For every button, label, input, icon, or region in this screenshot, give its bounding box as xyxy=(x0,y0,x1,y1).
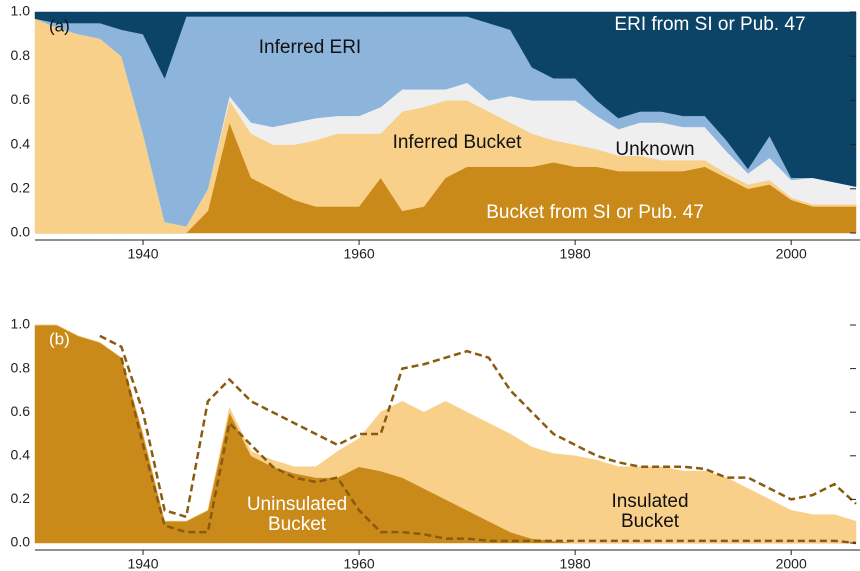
series-label: Inferred ERI xyxy=(258,37,362,58)
y-tick-label: 0.6 xyxy=(11,403,31,419)
series-label: Bucket from SI or Pub. 47 xyxy=(486,202,704,223)
x-tick-label: 1980 xyxy=(560,246,591,262)
y-tick-label: 0.4 xyxy=(11,135,31,151)
y-tick-label: 0.2 xyxy=(11,490,31,506)
y-tick-label: 0.2 xyxy=(11,180,31,196)
panel-label: (b) xyxy=(49,329,70,348)
y-tick-label: 1.0 xyxy=(11,3,31,19)
dashed-line xyxy=(99,334,857,519)
x-tick-label: 1960 xyxy=(344,556,375,571)
x-tick-label: 1960 xyxy=(344,246,375,262)
series-label: Inferred Bucket xyxy=(392,132,522,153)
y-tick-label: 0.8 xyxy=(11,47,31,63)
dashed-line xyxy=(120,357,857,545)
y-tick-label: 0.0 xyxy=(11,224,31,240)
series-label: ERI from SI or Pub. 47 xyxy=(614,14,806,35)
y-tick-label: 0.6 xyxy=(11,91,31,107)
series-label: Insulated Bucket xyxy=(611,491,689,532)
y-tick-label: 0.0 xyxy=(11,534,31,550)
y-tick-label: 0.4 xyxy=(11,447,31,463)
y-tick-label: 1.0 xyxy=(11,316,31,332)
x-tick-label: 2000 xyxy=(776,246,807,262)
x-tick-label: 1940 xyxy=(127,556,158,571)
x-tick-label: 2000 xyxy=(776,556,807,571)
area xyxy=(35,324,857,544)
x-tick-label: 1940 xyxy=(127,246,158,262)
y-tick-label: 0.8 xyxy=(11,359,31,375)
series-label: Uninsulated Bucket xyxy=(246,494,348,535)
x-tick-label: 1980 xyxy=(560,556,591,571)
series-label: Unknown xyxy=(615,139,695,160)
area xyxy=(34,11,857,187)
panel-label: (a) xyxy=(49,16,70,35)
